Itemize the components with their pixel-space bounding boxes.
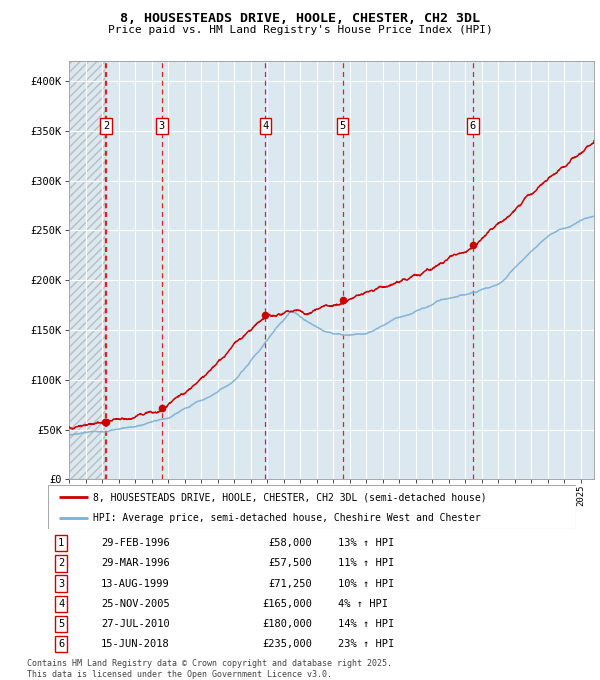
Text: 25-NOV-2005: 25-NOV-2005 xyxy=(101,598,170,609)
Text: 15-JUN-2018: 15-JUN-2018 xyxy=(101,639,170,649)
Text: 11% ↑ HPI: 11% ↑ HPI xyxy=(338,558,395,568)
Text: 23% ↑ HPI: 23% ↑ HPI xyxy=(338,639,395,649)
Text: 4: 4 xyxy=(58,598,64,609)
Bar xyxy=(69,61,104,479)
Text: 1: 1 xyxy=(58,538,64,548)
Text: £235,000: £235,000 xyxy=(262,639,312,649)
Text: 4% ↑ HPI: 4% ↑ HPI xyxy=(338,598,388,609)
Text: 29-FEB-1996: 29-FEB-1996 xyxy=(101,538,170,548)
Text: 3: 3 xyxy=(58,579,64,589)
Text: £57,500: £57,500 xyxy=(268,558,312,568)
Text: 3: 3 xyxy=(158,121,165,131)
Text: 2: 2 xyxy=(58,558,64,568)
Text: £58,000: £58,000 xyxy=(268,538,312,548)
Text: 6: 6 xyxy=(58,639,64,649)
Text: 6: 6 xyxy=(470,121,476,131)
Text: Price paid vs. HM Land Registry's House Price Index (HPI): Price paid vs. HM Land Registry's House … xyxy=(107,25,493,35)
Text: 4: 4 xyxy=(262,121,269,131)
Text: Contains HM Land Registry data © Crown copyright and database right 2025.
This d: Contains HM Land Registry data © Crown c… xyxy=(27,659,392,679)
Text: £71,250: £71,250 xyxy=(268,579,312,589)
Text: 14% ↑ HPI: 14% ↑ HPI xyxy=(338,619,395,629)
Text: 13% ↑ HPI: 13% ↑ HPI xyxy=(338,538,395,548)
Bar xyxy=(69,61,104,479)
Text: HPI: Average price, semi-detached house, Cheshire West and Chester: HPI: Average price, semi-detached house,… xyxy=(93,513,481,523)
Text: 13-AUG-1999: 13-AUG-1999 xyxy=(101,579,170,589)
Text: 10% ↑ HPI: 10% ↑ HPI xyxy=(338,579,395,589)
Text: 8, HOUSESTEADS DRIVE, HOOLE, CHESTER, CH2 3DL (semi-detached house): 8, HOUSESTEADS DRIVE, HOOLE, CHESTER, CH… xyxy=(93,492,487,503)
Text: £180,000: £180,000 xyxy=(262,619,312,629)
Text: 2: 2 xyxy=(103,121,109,131)
Text: 29-MAR-1996: 29-MAR-1996 xyxy=(101,558,170,568)
Text: £165,000: £165,000 xyxy=(262,598,312,609)
Text: 27-JUL-2010: 27-JUL-2010 xyxy=(101,619,170,629)
Text: 8, HOUSESTEADS DRIVE, HOOLE, CHESTER, CH2 3DL: 8, HOUSESTEADS DRIVE, HOOLE, CHESTER, CH… xyxy=(120,12,480,24)
Text: 5: 5 xyxy=(58,619,64,629)
Text: 5: 5 xyxy=(340,121,346,131)
